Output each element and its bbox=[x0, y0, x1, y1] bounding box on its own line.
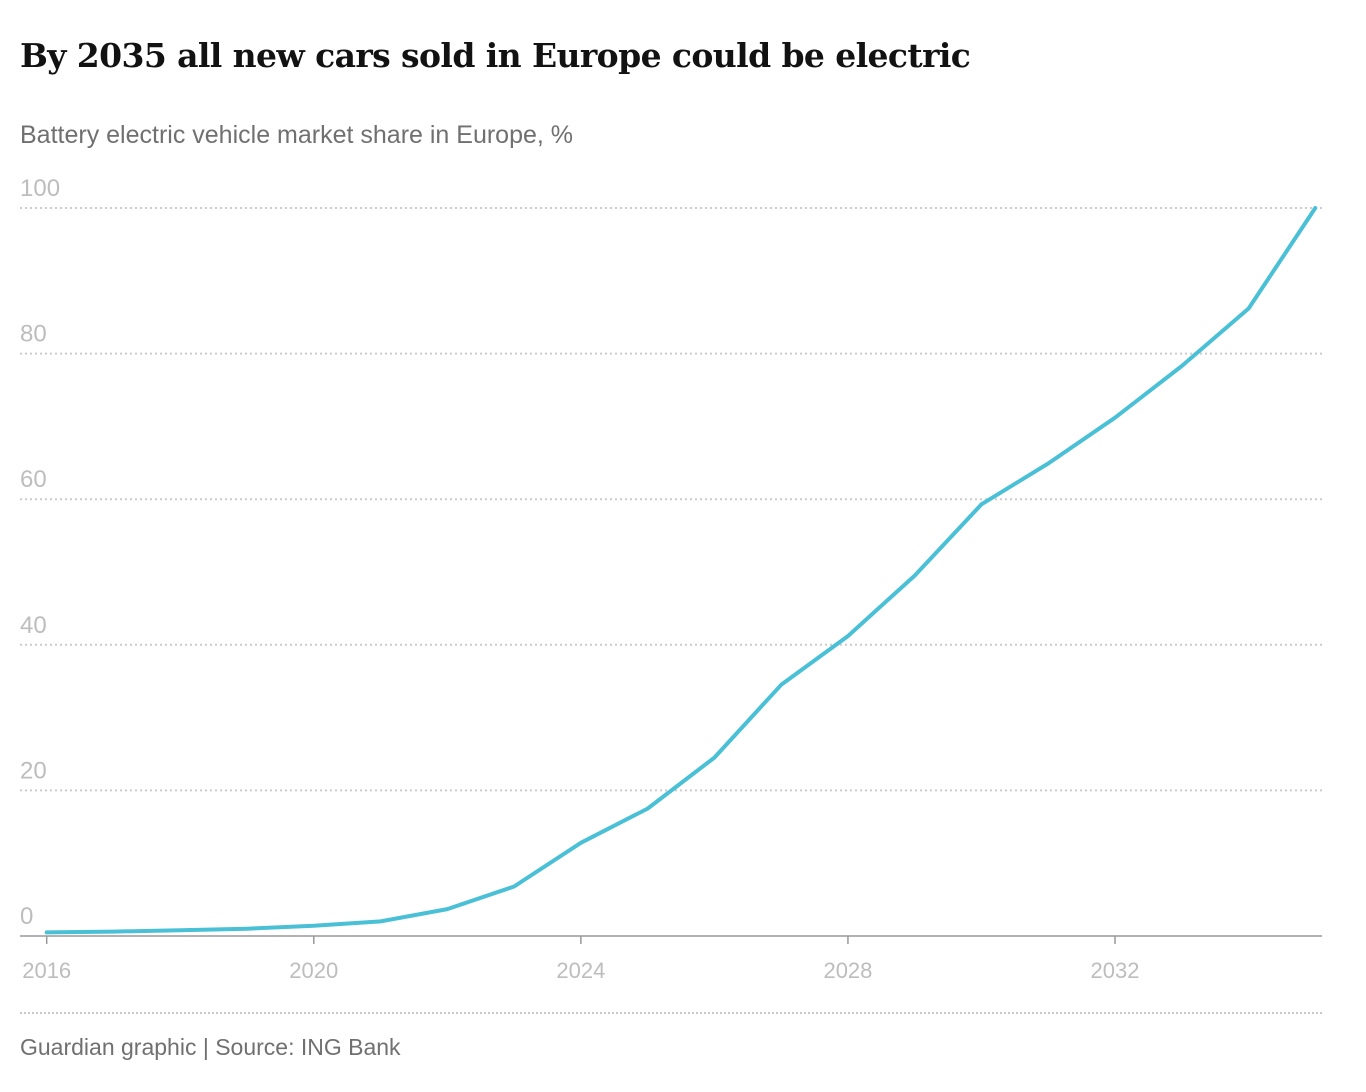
x-tick-label-2028: 2028 bbox=[823, 958, 872, 983]
chart-subtitle: Battery electric vehicle market share in… bbox=[20, 121, 574, 149]
x-tick-label-2024: 2024 bbox=[556, 958, 605, 983]
x-tick-label-2032: 2032 bbox=[1091, 958, 1140, 983]
y-tick-label-60: 60 bbox=[20, 466, 47, 493]
y-tick-label-40: 40 bbox=[20, 612, 47, 639]
y-tick-label-80: 80 bbox=[20, 321, 47, 348]
chart-title: By 2035 all new cars sold in Europe coul… bbox=[20, 36, 971, 75]
y-tick-labels: 0 20 40 60 80 100 bbox=[20, 175, 60, 930]
y-tick-label-100: 100 bbox=[20, 175, 60, 202]
line-chart: 0 20 40 60 80 100 2016 2020 2024 2028 2032 bbox=[20, 175, 1322, 983]
x-tick-label-2016: 2016 bbox=[22, 958, 71, 983]
x-tick-label-2020: 2020 bbox=[289, 958, 338, 983]
y-tick-label-0: 0 bbox=[20, 903, 33, 930]
source-credit: Guardian graphic | Source: ING Bank bbox=[20, 1034, 401, 1060]
x-tick-labels: 2016 2020 2024 2028 2032 bbox=[22, 958, 1139, 983]
series-line-0 bbox=[44, 206, 1318, 935]
gridlines bbox=[20, 207, 1322, 792]
series-layer bbox=[44, 206, 1318, 935]
y-tick-label-20: 20 bbox=[20, 757, 47, 784]
footer-divider bbox=[20, 1012, 1322, 1014]
x-axis bbox=[20, 935, 1322, 944]
